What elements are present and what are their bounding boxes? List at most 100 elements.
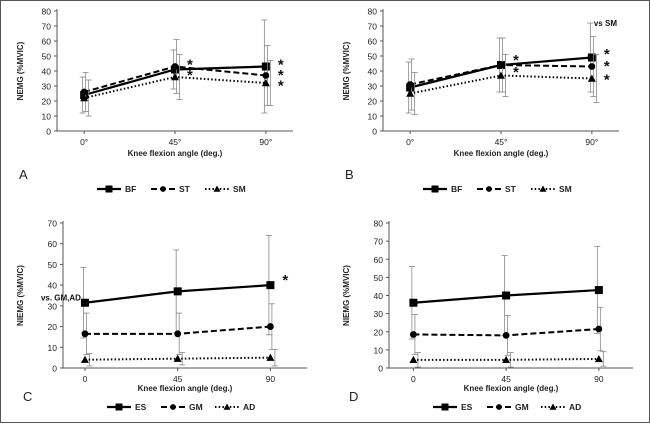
- significance-star-a: *: [187, 57, 193, 74]
- x-tick-label-a: 0°: [80, 137, 88, 147]
- panel-b: 0 10 20 30 40 50 60 70 80 0° 45° 90° Knee flexion an…: [331, 3, 647, 199]
- y-tick-label-b: 70: [368, 22, 378, 32]
- x-tick-label-c: 90: [266, 374, 276, 384]
- legend-label-c-ad: AD: [243, 402, 255, 412]
- legend-marker-c-gm: [170, 404, 176, 410]
- y-tick-label-c: 40: [48, 281, 58, 291]
- y-tick-label-d: 50: [374, 273, 384, 283]
- chart-c-svg: 0 10 20 30 40 50 60 70 0 45 90 Knee flexion angle (…: [16, 219, 307, 412]
- x-tick-label-d: 90: [594, 374, 604, 384]
- point-b-sm: [587, 74, 596, 82]
- panel-letter-b: B: [345, 167, 354, 182]
- y-tick-label-d: 40: [374, 291, 384, 301]
- panel-letter-c: C: [23, 389, 33, 404]
- point-a-sm: [261, 79, 270, 87]
- x-tick-label-d: 45: [501, 374, 511, 384]
- y-tick-label-c: 30: [48, 301, 58, 311]
- point-d-gm: [502, 331, 510, 339]
- y-tick-label-c: 50: [48, 260, 58, 270]
- y-tick-label-a: 10: [42, 112, 52, 122]
- point-d-gm: [410, 331, 417, 338]
- legend-label-d-es: ES: [461, 402, 473, 412]
- series-a-st: [80, 39, 271, 112]
- series-b-st: [406, 36, 597, 111]
- x-tick-label-b: 0°: [406, 137, 414, 147]
- legend-item-c-ad: AD: [215, 402, 255, 412]
- y-tick-label-a: 40: [42, 67, 52, 77]
- significance-star-c: *: [282, 272, 288, 289]
- y-tick-label-a: 60: [42, 37, 52, 47]
- y-tick-label-d: 0: [378, 364, 383, 374]
- point-c-ad: [173, 354, 182, 362]
- legend-item-a-sm: SM: [205, 184, 246, 194]
- series-c-gm: [81, 303, 275, 355]
- y-tick-label-c: 0: [52, 364, 57, 374]
- y-tick-label-b: 50: [368, 52, 378, 62]
- point-b-bf: [587, 53, 596, 62]
- y-axis-label-a: NEMG (%MVIC): [16, 41, 25, 100]
- legend-label-b-st: ST: [505, 184, 517, 194]
- y-tick-label-b: 30: [368, 82, 378, 92]
- x-axis-label-b: Knee flexion angle (deg.): [454, 149, 549, 158]
- y-tick-label-a: 80: [42, 7, 52, 17]
- legend-marker-d-es: [441, 403, 449, 411]
- significance-star-a: *: [278, 78, 284, 95]
- y-tick-label-a: 50: [42, 52, 52, 62]
- legend-label-c-es: ES: [135, 402, 147, 412]
- legend-item-c-es: ES: [107, 402, 147, 412]
- y-tick-label-b: 40: [368, 67, 378, 77]
- panel-letter-a: A: [19, 167, 28, 182]
- y-tick-label-b: 60: [368, 37, 378, 47]
- legend-label-d-ad: AD: [569, 402, 581, 412]
- point-c-gm: [174, 330, 182, 338]
- legend-marker-d-ad: [549, 403, 557, 410]
- x-tick-label-b: 45°: [495, 137, 508, 147]
- x-tick-label-c: 45: [173, 374, 183, 384]
- significance-star-b: *: [604, 46, 610, 63]
- legend-marker-a-bf: [105, 185, 113, 193]
- y-tick-label-d: 70: [374, 237, 384, 247]
- significance-star-b: *: [604, 58, 610, 75]
- legend-label-b-bf: BF: [451, 184, 462, 194]
- y-axis-label-d: NIEMG (%MVIC): [342, 265, 351, 326]
- significance-star-a: *: [278, 67, 284, 84]
- panel-a: 0 10 20 30 40 50 60 70 80 0° 45° 90° Knee flexion an…: [5, 3, 321, 199]
- significance-star-a: *: [187, 67, 193, 84]
- y-tick-label-a: 0: [46, 127, 51, 137]
- point-d-ad: [409, 355, 418, 364]
- y-tick-label-b: 10: [368, 112, 378, 122]
- annotation-label-b: vs SM: [594, 19, 617, 28]
- y-tick-label-a: 20: [42, 97, 52, 107]
- y-tick-label-d: 80: [374, 219, 384, 229]
- significance-star-b: *: [513, 52, 519, 69]
- series-c-es: [80, 235, 275, 339]
- y-tick-label-d: 30: [374, 309, 384, 319]
- series-d-gm: [410, 306, 604, 356]
- legend-marker-c-es: [115, 403, 123, 411]
- point-b-st: [406, 81, 414, 88]
- legend-item-b-sm: SM: [531, 184, 572, 194]
- chart-a-svg: 0 10 20 30 40 50 60 70 80 0° 45° 90° Knee flexion an…: [16, 7, 293, 194]
- legend-marker-d-gm: [496, 404, 502, 410]
- legend-marker-b-st: [486, 186, 492, 192]
- legend-item-a-bf: BF: [97, 184, 136, 194]
- y-axis-label-c: NIEMG (%MVIC): [16, 265, 25, 326]
- point-c-es: [173, 287, 182, 296]
- point-b-st: [497, 61, 505, 69]
- y-axis-label-b: NEMG (%MVIC): [342, 41, 351, 100]
- point-d-es: [502, 291, 511, 300]
- point-c-gm: [267, 323, 274, 330]
- point-b-st: [588, 63, 596, 70]
- annotation-label-c: vs. GM,AD: [41, 294, 81, 303]
- x-axis-label-c: Knee flexion angle (deg.): [138, 384, 233, 393]
- point-d-es: [594, 286, 603, 295]
- y-tick-label-b: 20: [368, 97, 378, 107]
- chart-d-svg: 0 10 20 30 40 50 60 70 80 0 45 90 Knee flexion angle…: [342, 219, 633, 412]
- x-tick-label-b: 90°: [585, 137, 598, 147]
- legend-marker-b-bf: [431, 185, 439, 193]
- legend-label-b-sm: SM: [559, 184, 572, 194]
- point-c-gm: [81, 330, 89, 338]
- point-c-es: [266, 281, 275, 290]
- legend-label-a-bf: BF: [125, 184, 136, 194]
- significance-star-b: *: [604, 72, 610, 89]
